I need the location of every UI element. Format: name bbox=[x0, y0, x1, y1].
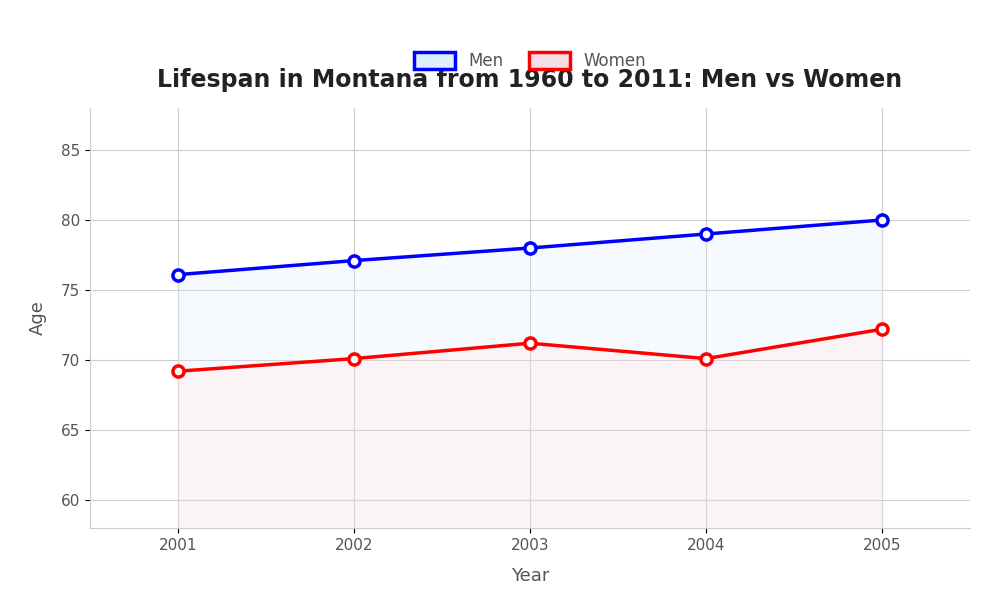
Title: Lifespan in Montana from 1960 to 2011: Men vs Women: Lifespan in Montana from 1960 to 2011: M… bbox=[157, 68, 903, 92]
Legend: Men, Women: Men, Women bbox=[407, 45, 653, 76]
Y-axis label: Age: Age bbox=[29, 301, 47, 335]
X-axis label: Year: Year bbox=[511, 566, 549, 584]
